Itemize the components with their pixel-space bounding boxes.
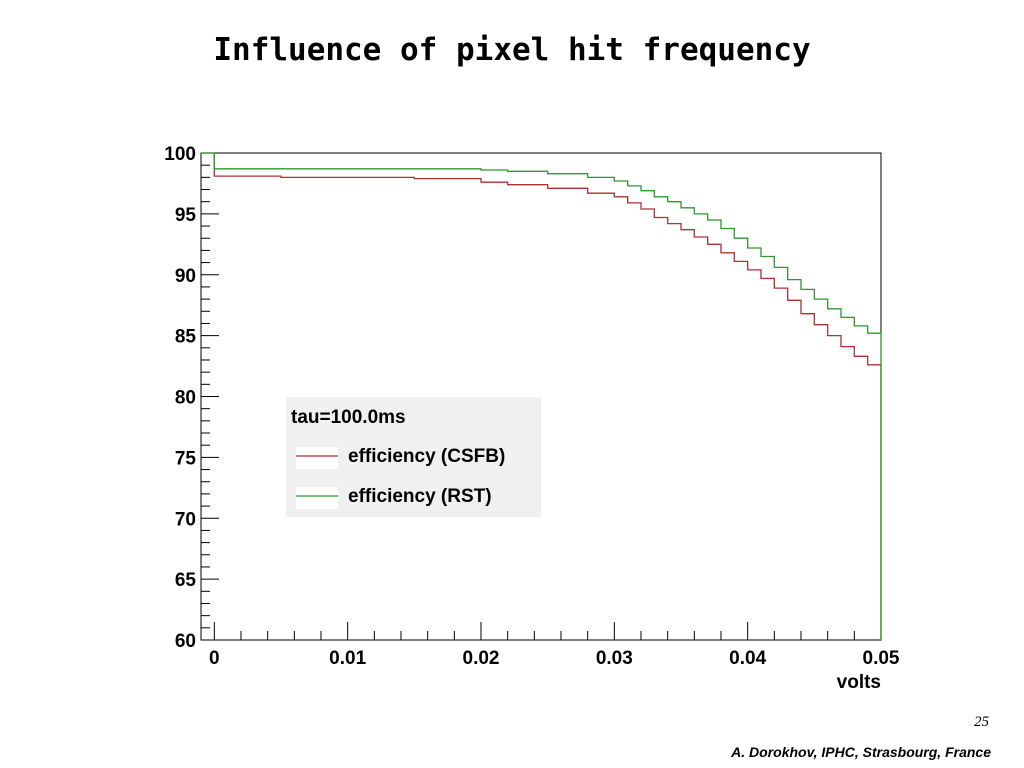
y-tick-label: 85: [175, 327, 197, 348]
slide-title: Influence of pixel hit frequency: [213, 32, 811, 68]
axis-ticks: [201, 152, 882, 641]
y-tick-label: 80: [175, 388, 196, 409]
x-tick-label: 0.04: [729, 648, 766, 669]
plot-frame: [200, 152, 882, 641]
y-tick-label: 70: [175, 509, 196, 530]
x-axis-title: volts: [837, 672, 881, 693]
legend-header: tau=100.0ms: [291, 407, 406, 428]
series-line-csfb: [201, 152, 882, 640]
legend-swatch-bg-csfb: [296, 447, 338, 469]
x-tick-label: 0: [209, 648, 220, 669]
footer-credit: A. Dorokhov, IPHC, Strasbourg, France: [731, 744, 991, 760]
series-layer: [201, 152, 882, 640]
legend: tau=100.0ms efficiency (CSFB) efficiency…: [286, 397, 541, 517]
legend-label-csfb: efficiency (CSFB): [348, 446, 505, 467]
y-tick-label: 95: [175, 205, 197, 226]
y-tick-label: 100: [164, 144, 196, 165]
legend-swatch-bg-rst: [296, 487, 338, 509]
x-tick-label: 0.05: [863, 648, 900, 669]
tick-labels: 0 0.01 0.02 0.03 0.04 0.05 60 65 70 75 80 85 90 95 100: [164, 144, 900, 669]
y-tick-label: 65: [175, 570, 197, 591]
legend-label-rst: efficiency (RST): [348, 486, 492, 507]
y-tick-label: 60: [175, 631, 196, 652]
series-line-rst: [201, 152, 882, 640]
y-tick-label: 75: [175, 448, 197, 469]
y-tick-label: 90: [175, 266, 196, 287]
x-tick-label: 0.01: [329, 648, 366, 669]
page-number: 25: [974, 714, 989, 730]
x-tick-label: 0.02: [463, 648, 500, 669]
x-tick-label: 0.03: [596, 648, 633, 669]
